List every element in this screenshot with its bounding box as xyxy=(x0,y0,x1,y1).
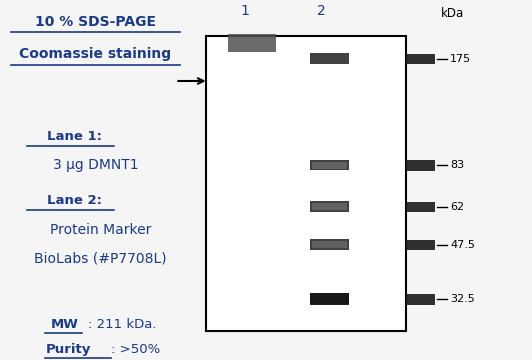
Text: Purity: Purity xyxy=(45,343,91,356)
Text: 2: 2 xyxy=(317,4,326,18)
Bar xyxy=(406,202,435,212)
Text: : 211 kDa.: : 211 kDa. xyxy=(87,318,156,331)
Text: 47.5: 47.5 xyxy=(450,240,475,250)
Bar xyxy=(406,240,435,251)
Bar xyxy=(310,53,349,64)
Text: 83: 83 xyxy=(450,160,464,170)
Bar xyxy=(406,160,435,171)
Bar xyxy=(312,162,346,169)
Text: kDa: kDa xyxy=(441,7,464,20)
Text: Protein Marker: Protein Marker xyxy=(50,223,151,237)
Text: 62: 62 xyxy=(450,202,464,212)
Text: Lane 1:: Lane 1: xyxy=(47,130,102,143)
Bar xyxy=(406,54,435,64)
Text: BioLabs (#P7708L): BioLabs (#P7708L) xyxy=(35,252,167,266)
Bar xyxy=(310,293,349,305)
Bar xyxy=(310,201,349,212)
Text: Lane 2:: Lane 2: xyxy=(47,194,102,207)
Text: : >50%: : >50% xyxy=(111,343,161,356)
Bar xyxy=(312,241,346,248)
Text: MW: MW xyxy=(51,318,79,331)
Bar xyxy=(312,203,346,210)
Text: 32.5: 32.5 xyxy=(450,294,475,304)
Text: 10 % SDS-PAGE: 10 % SDS-PAGE xyxy=(35,14,156,28)
Bar xyxy=(310,293,349,304)
Text: 1: 1 xyxy=(241,4,250,18)
Text: 175: 175 xyxy=(450,54,471,64)
Bar xyxy=(310,160,349,171)
Text: Coomassie staining: Coomassie staining xyxy=(19,47,171,61)
Text: 3 μg DMNT1: 3 μg DMNT1 xyxy=(53,158,138,172)
Bar xyxy=(406,294,435,305)
Bar xyxy=(310,239,349,250)
Bar xyxy=(228,34,276,52)
